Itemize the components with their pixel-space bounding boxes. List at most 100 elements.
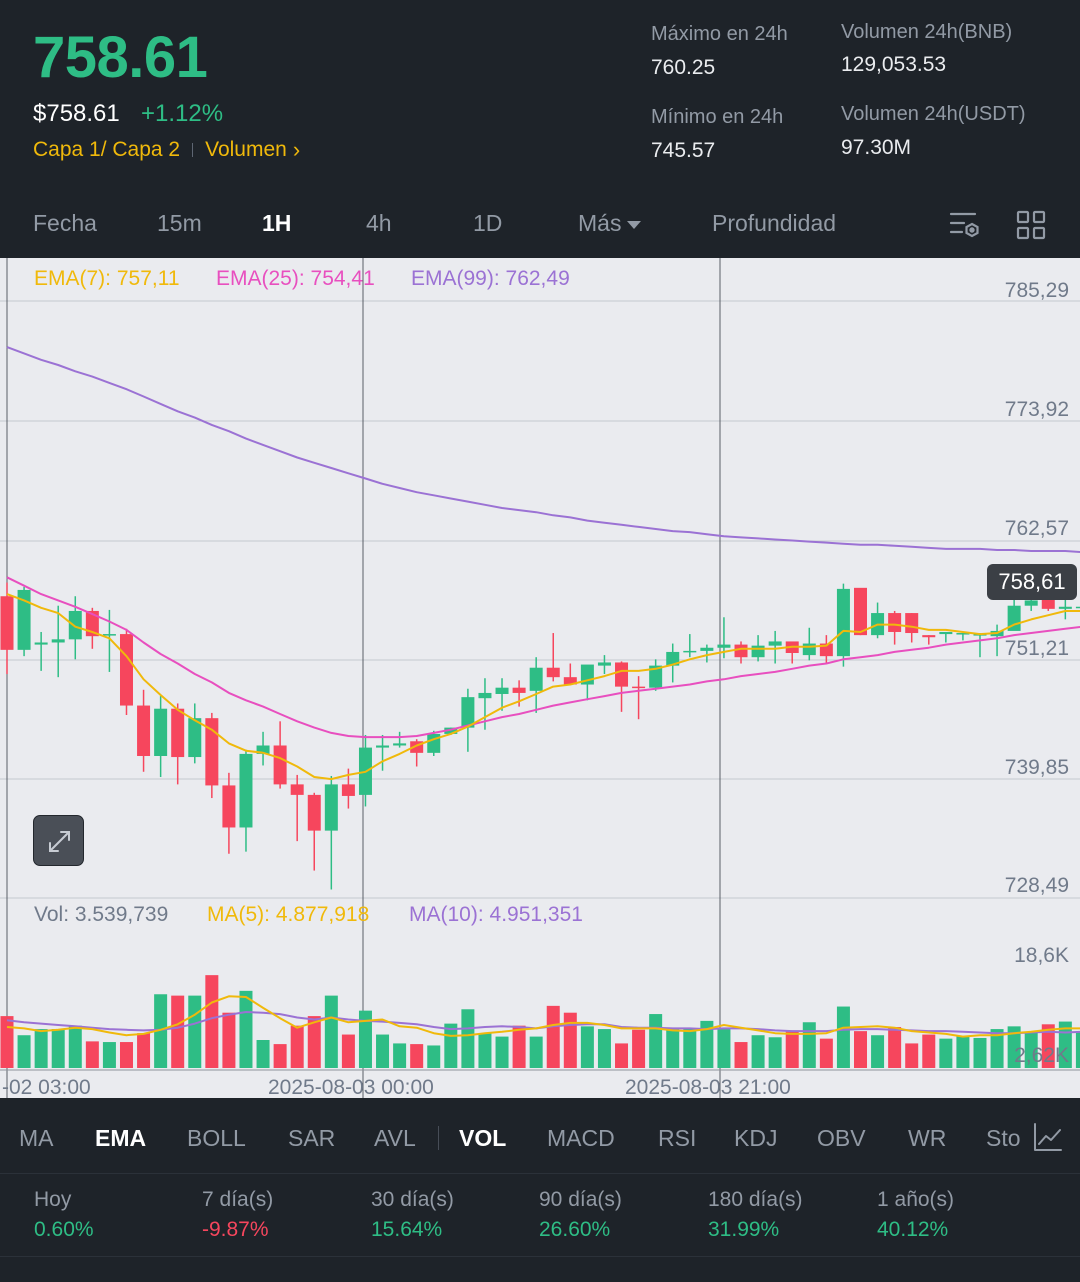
volume-bar [376,1034,390,1068]
volume-bar [358,1010,372,1068]
indicator-kdj[interactable]: KDJ [734,1125,778,1151]
legend-ma10: MA(10): 4.951,351 [409,903,583,926]
candlestick-chart[interactable]: EMA(7): 757,11 EMA(25): 754,41 EMA(99): … [0,258,1080,1099]
volume-bar [17,1035,31,1068]
candle-body [905,613,919,634]
candle-body [341,784,355,796]
volume-bar [51,1029,65,1068]
candle-body [85,610,99,637]
indicator-obv[interactable]: OBV [817,1125,866,1151]
volume-bar [410,1044,424,1068]
volume-bar [871,1035,885,1068]
candle-body [615,662,629,687]
candle-body [273,745,287,785]
indicator-stoch[interactable]: Sto [986,1125,1021,1151]
candle-body [854,587,867,636]
volume-bar [1041,1024,1055,1068]
price-axis-label: 739,85 [1004,756,1069,779]
ema99-line [6,346,1080,553]
time-axis-label: 2025-08-03 00:00 [268,1076,434,1099]
volume-bar [427,1045,441,1068]
volume-bar [632,1029,646,1068]
indicator-boll[interactable]: BOLL [187,1125,246,1151]
volume-bar [85,1041,99,1068]
candle-body [137,705,151,757]
tab-1d[interactable]: 1D [473,210,503,236]
candle-body [34,642,48,645]
high-24h-value: 760.25 [651,56,716,79]
time-axis-label: 2025-08-03 21:00 [625,1076,791,1099]
volume-bar [1075,1031,1080,1068]
chart-settings-icon[interactable] [949,209,981,241]
indicator-ema[interactable]: EMA [95,1125,147,1151]
vol-ma5-line [6,995,1080,1038]
volume-bar [768,1037,782,1068]
tab-more[interactable]: Más [578,210,642,237]
indicator-ma[interactable]: MA [19,1125,54,1151]
low-24h-value: 745.57 [651,139,716,162]
candle-body [632,686,646,689]
tab-depth[interactable]: Profundidad [712,210,837,236]
perf-label: 7 día(s) [202,1188,274,1211]
volume-bar [939,1038,953,1068]
candle-body [836,588,850,657]
volume-axis-label: 18,6K [1014,944,1069,967]
volume-bar [119,1042,133,1068]
volume-bar [563,1012,577,1068]
volume-bar [1007,1026,1021,1068]
chevron-right-icon[interactable]: › [292,137,301,162]
candle-body [802,643,816,656]
price-axis-label: 728,49 [1004,874,1069,897]
tab-1h[interactable]: 1H [262,210,292,236]
volume-bar [615,1043,629,1068]
price-axis-label: 762,57 [1004,517,1069,540]
last-price: 758.61 [33,25,208,90]
tag-layer[interactable]: Capa 1/ Capa 2 [33,138,181,161]
tag-volume[interactable]: Volumen [205,138,287,161]
grid-layout-icon[interactable] [1015,209,1047,241]
indicator-bar: MA EMA BOLL SAR AVL VOL MACD RSI KDJ OBV… [0,1098,1080,1174]
indicator-macd[interactable]: MACD [547,1125,615,1151]
candle-body [17,589,31,650]
indicator-rsi[interactable]: RSI [658,1125,697,1151]
volume-bar [290,1025,304,1068]
tab-4h[interactable]: 4h [366,210,392,236]
caret-down-icon [627,220,642,229]
candle-body [393,743,407,746]
chart-canvas[interactable] [0,258,1080,1098]
change-percent: +1.12% [141,100,224,127]
volume-bar [137,1033,151,1068]
volume-bar [34,1029,48,1068]
indicator-avl[interactable]: AVL [374,1125,416,1151]
tab-15m[interactable]: 15m [157,210,202,236]
price-axis-label: 773,92 [1004,398,1069,421]
candle-body [751,645,765,658]
volume-bar [802,1022,816,1068]
volume-bar [990,1029,1004,1068]
indicator-vol[interactable]: VOL [459,1125,507,1151]
candle-body [478,692,492,699]
volume-bar [836,1006,850,1068]
indicator-sar[interactable]: SAR [288,1125,336,1151]
legend-ema7: EMA(7): 757,11 [34,267,180,290]
perf-label: 180 día(s) [708,1188,803,1211]
perf-value: -9.87% [202,1218,269,1241]
candle-body [68,610,82,640]
indicator-settings-icon[interactable] [1033,1122,1063,1152]
expand-chart-button[interactable] [33,815,84,866]
candle-body [1024,600,1038,606]
last-price-tag: 758,61 [987,564,1077,600]
tab-fecha[interactable]: Fecha [33,210,97,236]
candle-body [563,677,577,685]
candle-body [171,708,185,758]
tab-more-label: Más [578,210,622,236]
indicator-wr[interactable]: WR [908,1125,947,1151]
perf-label: 90 día(s) [539,1188,622,1211]
volume-bar [393,1043,407,1068]
candle-body [717,644,731,648]
low-24h-label: Mínimo en 24h [651,106,784,128]
candle-body [188,718,202,758]
vol-quote-label: Volumen 24h(USDT) [841,103,1026,125]
perf-value: 40.12% [877,1218,949,1241]
